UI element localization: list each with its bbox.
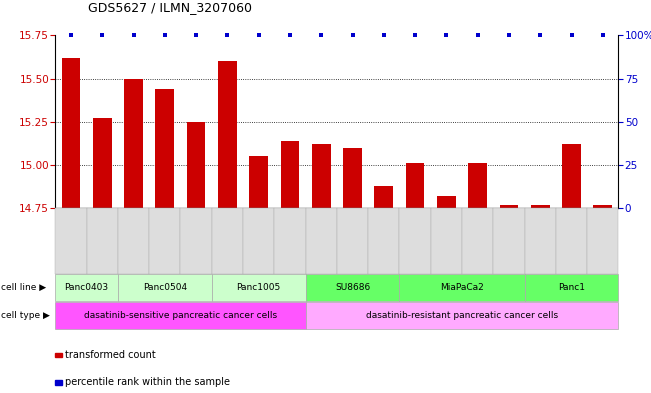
Text: dasatinib-sensitive pancreatic cancer cells: dasatinib-sensitive pancreatic cancer ce… xyxy=(84,311,277,320)
Point xyxy=(504,32,514,39)
Point xyxy=(97,32,107,39)
Bar xyxy=(312,144,331,208)
Point xyxy=(473,32,483,39)
Bar xyxy=(406,163,424,208)
Point xyxy=(379,32,389,39)
Point xyxy=(66,32,76,39)
Text: cell line ▶: cell line ▶ xyxy=(1,283,46,292)
Point xyxy=(598,32,608,39)
Bar xyxy=(249,156,268,208)
Text: dasatinib-resistant pancreatic cancer cells: dasatinib-resistant pancreatic cancer ce… xyxy=(366,311,558,320)
Bar xyxy=(594,205,612,208)
Text: Panc1005: Panc1005 xyxy=(236,283,281,292)
Bar xyxy=(281,141,299,208)
Bar xyxy=(187,122,206,208)
Bar xyxy=(437,196,456,208)
Bar xyxy=(531,205,549,208)
Text: MiaPaCa2: MiaPaCa2 xyxy=(440,283,484,292)
Point xyxy=(284,32,295,39)
Bar xyxy=(499,205,518,208)
Bar xyxy=(218,61,237,208)
Point xyxy=(566,32,577,39)
Text: cell type ▶: cell type ▶ xyxy=(1,311,49,320)
Bar xyxy=(468,163,487,208)
Point xyxy=(159,32,170,39)
Text: Panc1: Panc1 xyxy=(558,283,585,292)
Text: Panc0504: Panc0504 xyxy=(143,283,187,292)
Bar xyxy=(343,148,362,208)
Point xyxy=(316,32,326,39)
Bar xyxy=(562,144,581,208)
Point xyxy=(253,32,264,39)
Text: GDS5627 / ILMN_3207060: GDS5627 / ILMN_3207060 xyxy=(88,1,252,14)
Text: percentile rank within the sample: percentile rank within the sample xyxy=(65,377,230,387)
Bar xyxy=(374,186,393,208)
Text: SU8686: SU8686 xyxy=(335,283,370,292)
Point xyxy=(222,32,232,39)
Bar xyxy=(62,58,80,208)
Point xyxy=(535,32,546,39)
Bar xyxy=(124,79,143,208)
Bar xyxy=(93,118,111,208)
Bar xyxy=(156,89,174,208)
Point xyxy=(128,32,139,39)
Point xyxy=(441,32,452,39)
Text: Panc0403: Panc0403 xyxy=(64,283,109,292)
Text: transformed count: transformed count xyxy=(65,350,156,360)
Point xyxy=(191,32,201,39)
Point xyxy=(410,32,421,39)
Point xyxy=(348,32,358,39)
